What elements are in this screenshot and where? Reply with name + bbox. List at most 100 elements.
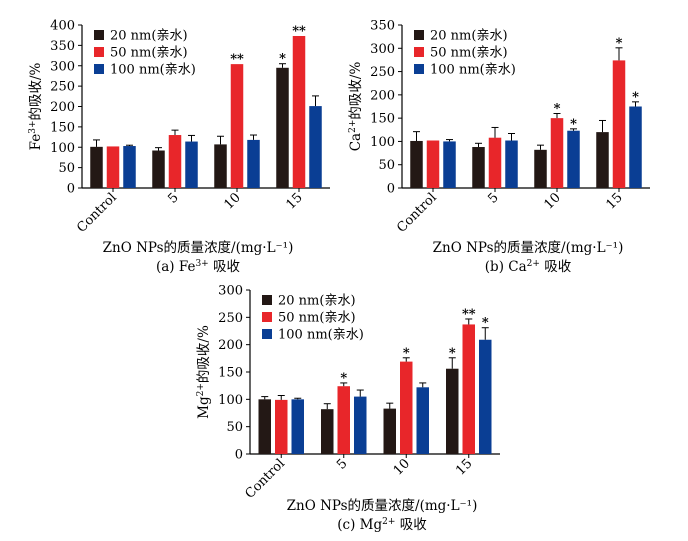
panel-caption-suffix: 吸收	[209, 259, 241, 275]
x-axis-title: ZnO NPs的质量浓度/(mg·L⁻¹)	[433, 240, 624, 256]
y-tick-label: 100	[218, 393, 243, 408]
significance-marker: *	[403, 346, 410, 361]
bar-10-series-2	[400, 361, 413, 454]
panel-caption-main: (b) Ca	[485, 259, 527, 275]
bar-10-series-2	[230, 64, 244, 188]
y-tick-label: 0	[387, 182, 395, 197]
bar-5-series-1	[321, 409, 334, 454]
bar-10-series-3	[416, 387, 429, 454]
legend-label-2: 50 nm(亲水)	[430, 46, 508, 61]
y-tick-label: 250	[50, 80, 75, 95]
bar-Control-series-2	[275, 399, 288, 454]
legend-swatch-2	[262, 312, 272, 322]
significance-marker: *	[570, 117, 577, 132]
significance-marker: *	[449, 346, 456, 361]
y-axis-title: Ca2+的吸收/%	[348, 62, 364, 152]
significance-marker: **	[462, 307, 476, 322]
panel-caption-superscript: 3+	[195, 259, 208, 269]
bar-15-series-1	[596, 132, 609, 188]
bar-10-series-1	[534, 149, 547, 188]
x-tick-label: Control	[394, 190, 440, 236]
x-tick-label: 15	[604, 190, 626, 212]
y-tick-label: 300	[218, 284, 243, 299]
x-tick-label: 5	[334, 456, 350, 472]
y-tick-label: 300	[370, 42, 395, 57]
y-axis-title-superscript: 2+	[348, 120, 358, 133]
y-tick-label: 250	[370, 65, 395, 80]
y-tick-label: 200	[50, 100, 75, 115]
legend-label-1: 20 nm(亲水)	[278, 294, 356, 309]
y-tick-label: 100	[50, 141, 75, 156]
legend-label-2: 50 nm(亲水)	[278, 311, 356, 326]
significance-marker: *	[279, 52, 286, 67]
y-axis-title-main: Fe	[28, 134, 44, 151]
y-tick-label: 150	[218, 366, 243, 381]
x-tick-label: Control	[74, 190, 120, 236]
chart-panel-2: 0 50 100 150 200 250 300 350 Control 5 * * 10 * * 15 20 …	[348, 19, 650, 275]
bar-10-series-3	[247, 139, 260, 188]
y-axis-title-superscript: 3+	[28, 120, 38, 133]
legend-swatch-3	[262, 329, 272, 339]
y-tick-label: 150	[50, 120, 75, 135]
x-tick-label: 10	[542, 190, 564, 212]
y-axis-title: Fe3+的吸收/%	[28, 62, 44, 150]
x-tick-label: 10	[222, 190, 244, 212]
y-tick-label: 300	[50, 59, 75, 74]
bar-Control-series-1	[410, 140, 423, 188]
bar-Control-series-1	[258, 399, 271, 454]
bar-Control-series-2	[426, 140, 440, 188]
bar-Control-series-2	[106, 146, 120, 188]
x-tick-label: 10	[391, 456, 413, 478]
y-tick-label: 250	[218, 311, 243, 326]
bar-Control-series-3	[123, 146, 136, 188]
x-tick-label: 15	[453, 456, 475, 478]
legend-swatch-3	[414, 64, 424, 74]
panel-caption-main: (a) Fe	[156, 259, 196, 275]
y-tick-label: 0	[235, 448, 243, 463]
significance-marker: *	[340, 371, 347, 386]
bar-15-series-3	[309, 106, 322, 188]
y-axis-title-suffix: 的吸收/%	[28, 62, 44, 120]
bar-5-series-3	[505, 140, 518, 188]
bar-10-series-3	[567, 130, 580, 188]
significance-marker: *	[632, 90, 639, 105]
y-tick-label: 50	[226, 420, 243, 435]
significance-marker: *	[616, 36, 623, 51]
bar-15-series-1	[446, 368, 459, 454]
significance-marker: *	[554, 101, 561, 116]
bar-Control-series-1	[90, 146, 103, 188]
bar-5-series-2	[488, 137, 502, 188]
y-tick-label: 200	[370, 88, 395, 103]
y-axis-title-main: Ca	[348, 133, 364, 151]
bar-Control-series-3	[291, 399, 304, 454]
bar-10-series-1	[383, 408, 396, 454]
x-axis-title: ZnO NPs的质量浓度/(mg·L⁻¹)	[287, 498, 478, 514]
legend-label-3: 100 nm(亲水)	[110, 63, 196, 78]
legend-label-3: 100 nm(亲水)	[278, 328, 364, 343]
legend-label-3: 100 nm(亲水)	[430, 63, 516, 78]
significance-marker: **	[292, 24, 306, 39]
panel-caption: (a) Fe3+ 吸收	[156, 259, 241, 275]
bar-5-series-1	[472, 147, 485, 188]
legend-label-2: 50 nm(亲水)	[110, 46, 188, 61]
y-tick-label: 200	[218, 338, 243, 353]
y-tick-label: 50	[378, 158, 395, 173]
y-tick-label: 100	[370, 135, 395, 150]
y-tick-label: 350	[370, 19, 395, 34]
legend-label-1: 20 nm(亲水)	[110, 29, 188, 44]
y-tick-label: 50	[58, 161, 75, 176]
significance-marker: **	[230, 52, 244, 67]
panel-caption-suffix: 吸收	[540, 259, 572, 275]
y-axis-title-suffix: 的吸收/%	[196, 325, 212, 383]
significance-marker: *	[482, 316, 489, 331]
bar-15-series-1	[276, 67, 289, 188]
legend-swatch-1	[262, 295, 272, 305]
x-axis-title: ZnO NPs的质量浓度/(mg·L⁻¹)	[103, 240, 294, 256]
legend-swatch-3	[94, 64, 104, 74]
bar-15-series-2	[462, 324, 475, 454]
y-axis-title-suffix: 的吸收/%	[348, 62, 364, 120]
legend-label-1: 20 nm(亲水)	[430, 29, 508, 44]
